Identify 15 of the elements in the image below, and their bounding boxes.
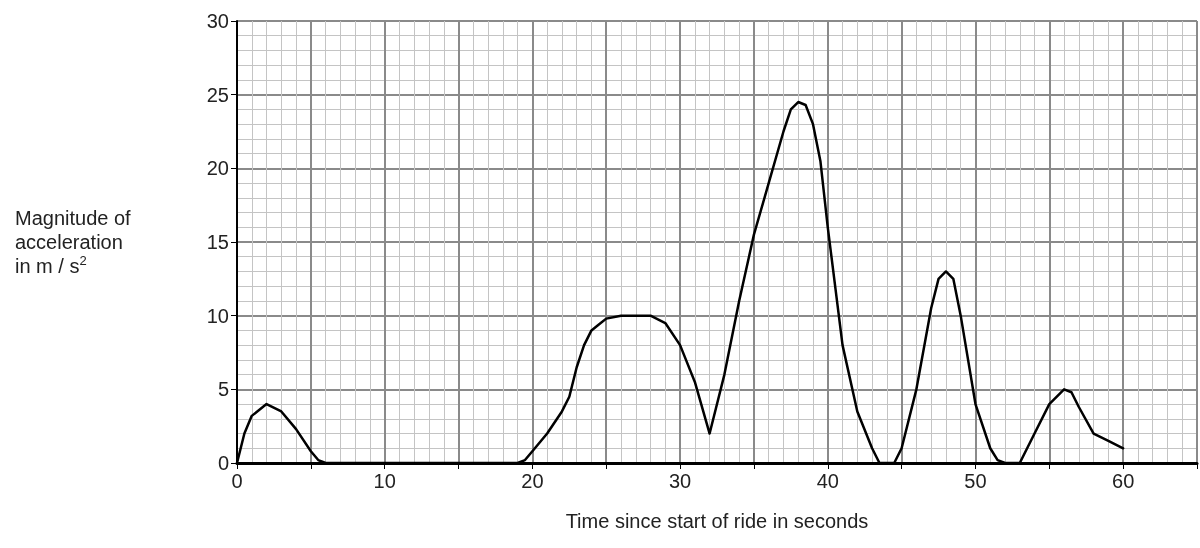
y-tick-label: 0 bbox=[217, 452, 229, 474]
x-axis-title: Time since start of ride in seconds bbox=[565, 510, 869, 532]
y-tick-label: 30 bbox=[206, 10, 229, 32]
x-tick-label: 0 bbox=[231, 470, 243, 492]
x-tick-label: 50 bbox=[964, 470, 987, 492]
x-tick-label: 10 bbox=[373, 470, 396, 492]
y-tick-label: 5 bbox=[217, 378, 229, 401]
y-tick-label: 10 bbox=[206, 304, 229, 327]
x-tick-label: 40 bbox=[816, 470, 839, 492]
x-tick-label: 30 bbox=[668, 470, 692, 492]
y-tick-label: 20 bbox=[206, 157, 229, 180]
x-tick-label: 60 bbox=[1112, 470, 1135, 492]
y-tick-label: 15 bbox=[206, 231, 229, 253]
x-tick-label: 20 bbox=[521, 470, 544, 492]
y-tick-label: 25 bbox=[206, 83, 229, 106]
